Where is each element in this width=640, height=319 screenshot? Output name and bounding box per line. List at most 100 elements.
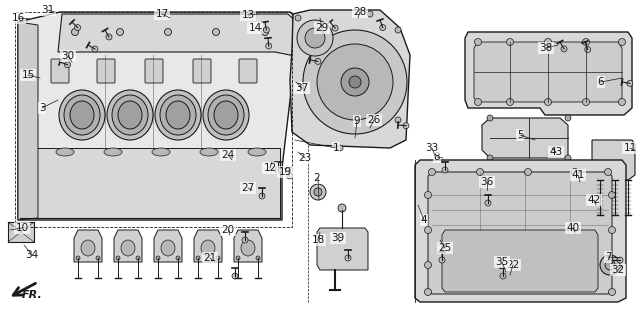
Circle shape <box>605 168 611 175</box>
Ellipse shape <box>70 101 94 129</box>
Circle shape <box>305 28 325 48</box>
Polygon shape <box>317 228 368 270</box>
Text: 2: 2 <box>314 173 320 183</box>
Text: 42: 42 <box>588 195 600 205</box>
Circle shape <box>609 262 616 269</box>
Circle shape <box>164 28 172 35</box>
Polygon shape <box>74 230 102 262</box>
Circle shape <box>75 25 81 31</box>
Text: 28: 28 <box>353 7 367 17</box>
Circle shape <box>600 255 620 275</box>
Text: 40: 40 <box>566 223 580 233</box>
Bar <box>15 12 292 227</box>
Circle shape <box>310 184 326 200</box>
Text: 20: 20 <box>221 225 235 235</box>
Circle shape <box>259 193 265 199</box>
Circle shape <box>618 99 625 106</box>
Text: 4: 4 <box>420 215 428 225</box>
Circle shape <box>380 25 386 31</box>
Circle shape <box>424 191 431 198</box>
Circle shape <box>286 173 292 179</box>
Ellipse shape <box>203 90 249 140</box>
FancyBboxPatch shape <box>145 59 163 83</box>
Text: 17: 17 <box>156 9 168 19</box>
Text: 19: 19 <box>278 167 292 177</box>
Circle shape <box>487 115 493 121</box>
Ellipse shape <box>104 148 122 156</box>
Text: 13: 13 <box>241 10 255 20</box>
Polygon shape <box>474 42 622 102</box>
Text: 39: 39 <box>332 233 344 243</box>
Circle shape <box>72 28 79 35</box>
Circle shape <box>545 99 552 106</box>
Text: 34: 34 <box>26 250 38 260</box>
Ellipse shape <box>81 240 95 256</box>
Circle shape <box>395 27 401 33</box>
Circle shape <box>295 15 301 21</box>
Circle shape <box>76 256 80 260</box>
Circle shape <box>439 257 445 263</box>
Ellipse shape <box>107 90 153 140</box>
Text: 12: 12 <box>264 163 276 173</box>
Circle shape <box>605 260 615 270</box>
Polygon shape <box>428 172 612 294</box>
Text: 33: 33 <box>426 143 438 153</box>
Circle shape <box>232 273 238 279</box>
Circle shape <box>337 145 343 151</box>
Circle shape <box>609 191 616 198</box>
Ellipse shape <box>200 148 218 156</box>
Circle shape <box>609 226 616 234</box>
Circle shape <box>582 99 589 106</box>
Circle shape <box>338 204 346 212</box>
Circle shape <box>474 39 481 46</box>
Circle shape <box>264 27 269 33</box>
Text: 23: 23 <box>298 153 312 163</box>
Text: 14: 14 <box>248 23 262 33</box>
Polygon shape <box>442 230 598 292</box>
Circle shape <box>572 168 579 175</box>
Circle shape <box>314 188 322 196</box>
Circle shape <box>429 168 435 175</box>
Circle shape <box>196 256 200 260</box>
Polygon shape <box>415 160 626 302</box>
Ellipse shape <box>161 240 175 256</box>
Circle shape <box>262 28 269 35</box>
Text: 8: 8 <box>434 152 440 162</box>
Circle shape <box>242 237 248 243</box>
Circle shape <box>424 226 431 234</box>
Text: 26: 26 <box>367 115 381 125</box>
Circle shape <box>275 167 281 173</box>
Circle shape <box>65 62 70 68</box>
Text: 27: 27 <box>241 183 255 193</box>
Polygon shape <box>194 230 222 262</box>
Polygon shape <box>20 148 280 218</box>
Text: 3: 3 <box>38 103 45 113</box>
Polygon shape <box>465 32 632 115</box>
Circle shape <box>345 255 351 261</box>
FancyBboxPatch shape <box>51 59 69 83</box>
Circle shape <box>487 155 493 161</box>
Circle shape <box>485 200 491 206</box>
Circle shape <box>561 46 567 52</box>
Text: 18: 18 <box>312 235 324 245</box>
Circle shape <box>618 39 625 46</box>
Text: 11: 11 <box>623 143 637 153</box>
Ellipse shape <box>56 148 74 156</box>
Circle shape <box>403 123 409 129</box>
Circle shape <box>136 256 140 260</box>
Circle shape <box>315 58 321 64</box>
Polygon shape <box>58 14 305 58</box>
Polygon shape <box>290 10 410 148</box>
Text: 32: 32 <box>611 265 625 275</box>
Polygon shape <box>234 230 262 262</box>
Ellipse shape <box>201 240 215 256</box>
Text: 21: 21 <box>204 253 216 263</box>
Ellipse shape <box>248 148 266 156</box>
Circle shape <box>627 80 633 86</box>
Circle shape <box>176 256 180 260</box>
Circle shape <box>266 43 272 49</box>
Text: 15: 15 <box>21 70 35 80</box>
Polygon shape <box>18 12 308 220</box>
Circle shape <box>565 155 571 161</box>
FancyBboxPatch shape <box>193 59 211 83</box>
